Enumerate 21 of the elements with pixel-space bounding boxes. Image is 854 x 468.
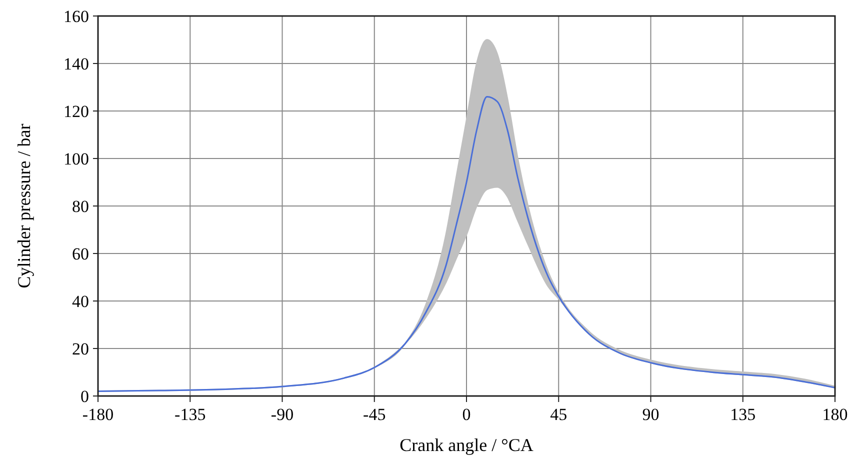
x-tick-label: 180: [822, 405, 848, 424]
y-tick-label: 40: [72, 292, 89, 311]
y-tick-label: 80: [72, 197, 89, 216]
y-tick-label: 100: [64, 150, 89, 168]
x-tick-label: -135: [174, 405, 206, 424]
y-tick-label: 0: [80, 387, 89, 406]
x-axis-title: Crank angle / °CA: [400, 435, 534, 455]
x-tick-label: 0: [462, 405, 471, 424]
y-tick-label: 120: [64, 102, 89, 121]
x-tick-label: -90: [270, 405, 294, 424]
x-tick-label: -45: [363, 405, 386, 424]
y-axis-title: Cylinder pressure / bar: [14, 124, 34, 288]
y-tick-label: 140: [64, 54, 89, 74]
x-tick-label: -180: [82, 405, 114, 424]
y-tick-label: 20: [72, 340, 89, 358]
line-series: [97, 96, 836, 392]
x-tick-label: 45: [550, 405, 568, 424]
x-tick-label: 90: [642, 405, 660, 424]
y-tick-label: 160: [64, 7, 89, 26]
x-tick-label: 135: [730, 405, 756, 424]
y-tick-label: 60: [72, 244, 89, 264]
